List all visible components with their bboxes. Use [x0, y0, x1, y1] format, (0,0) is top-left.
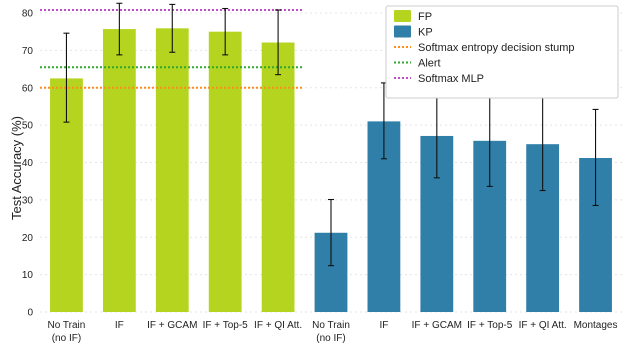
legend-label: FP: [418, 11, 432, 23]
y-tick-label: 70: [22, 46, 34, 57]
legend-swatch-kp: [394, 25, 411, 38]
category-label: IF + Top-5: [203, 320, 249, 331]
legend-label: Alert: [418, 58, 441, 70]
category-label: IF + Top-5: [467, 320, 513, 331]
bar-fp-2: [155, 28, 189, 312]
y-tick-label: 0: [27, 308, 33, 319]
y-tick-label: 10: [22, 270, 34, 281]
category-label: IF: [379, 320, 388, 331]
category-label: IF + GCAM: [147, 320, 197, 331]
category-label: IF: [115, 320, 124, 331]
legend-box: [385, 5, 619, 99]
y-axis-ticks: 0 10 20 30 40 50 60 70 80: [22, 9, 34, 319]
legend-label: KP: [418, 27, 433, 39]
y-tick-label: 50: [22, 121, 34, 132]
bars: [50, 28, 612, 313]
category-label: No Train: [48, 320, 86, 331]
legend-swatch-fp: [394, 10, 411, 22]
bar-fp-4: [261, 42, 295, 313]
y-tick-label: 80: [22, 9, 34, 20]
category-label-line2: (no IF): [52, 333, 81, 344]
category-label-line2: (no IF): [316, 333, 345, 344]
error-bars: [63, 2, 599, 267]
category-label: IF + QI Att.: [519, 320, 567, 331]
legend: FP KP Softmax entropy decision stump Alert S…: [385, 5, 619, 99]
category-label: IF + QI Att.: [254, 320, 302, 331]
bar-fp-1: [102, 29, 136, 312]
legend-label: Softmax MLP: [418, 73, 484, 85]
category-label: Montages: [574, 320, 618, 331]
x-axis-categories: No Train (no IF) IF IF + GCAM IF + Top-5 IF +…: [48, 320, 618, 344]
y-tick-label: 40: [22, 158, 34, 169]
bar-fp-3: [208, 31, 242, 312]
category-label: IF + GCAM: [412, 320, 462, 331]
legend-label: Softmax entropy decision stump: [418, 42, 575, 54]
y-tick-label: 20: [22, 233, 34, 244]
y-axis-label: Test Accuracy (%): [9, 116, 24, 220]
y-tick-label: 60: [22, 83, 34, 94]
y-tick-label: 30: [22, 195, 34, 206]
category-label: No Train: [312, 320, 350, 331]
